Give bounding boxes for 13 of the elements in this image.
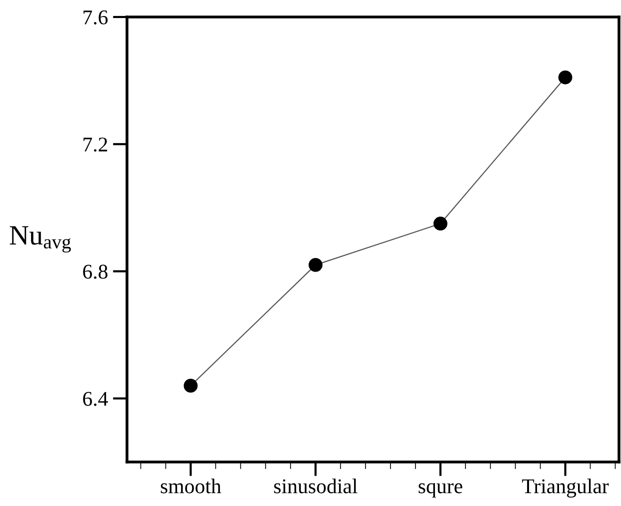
point	[308, 258, 323, 272]
y-tick-label: 6.8	[83, 264, 108, 279]
point	[433, 216, 448, 231]
y-tick-label: 7.6	[84, 10, 108, 25]
x-tick-label: sinusodial	[274, 478, 358, 494]
x-tick-label: Triangular	[522, 478, 609, 498]
y-axis-title: Nu$_{avg}$	[10, 226, 71, 253]
x-tick-label: smooth	[160, 478, 222, 494]
y-tick-label: 6.4	[83, 392, 108, 406]
y-tick-label: 7.2	[84, 138, 108, 152]
point	[184, 378, 198, 393]
x-tick-label: squre	[418, 483, 462, 498]
point	[558, 70, 572, 84]
